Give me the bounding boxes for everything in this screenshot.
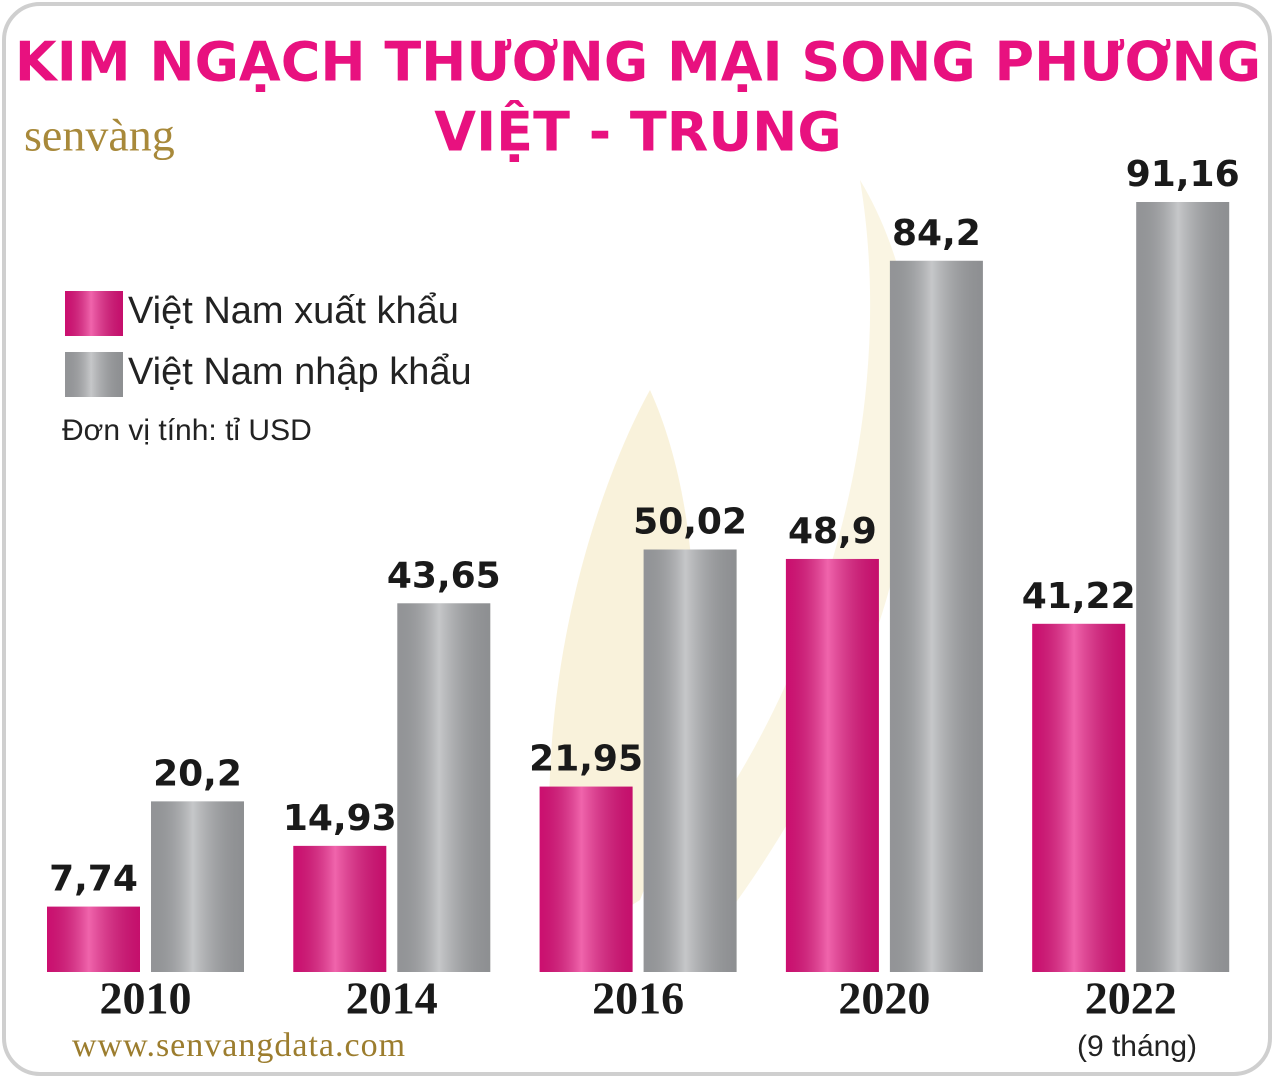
value-label: 84,2 [892, 213, 981, 254]
bar-shine [47, 906, 140, 972]
bar-shine [1136, 202, 1230, 972]
chart-subtitle: VIỆT - TRUNG [434, 101, 841, 164]
value-label: 41,22 [1022, 576, 1136, 617]
bar-shine [397, 603, 491, 972]
bar-shine [889, 260, 983, 972]
value-label: 20,2 [153, 753, 242, 794]
value-label: 50,02 [633, 501, 747, 542]
bar-shine [643, 549, 737, 972]
value-label: 91,16 [1126, 154, 1240, 195]
bar-shine [151, 801, 244, 972]
category-note: (9 tháng) [1077, 1030, 1197, 1063]
value-label: 14,93 [283, 798, 397, 839]
legend-swatch-shine [65, 352, 123, 397]
x-tick-label: 2016 [592, 973, 684, 1024]
bar-shine [293, 845, 387, 972]
logo: senvàng [24, 110, 175, 161]
legend-label: Việt Nam xuất khẩu [128, 290, 459, 332]
value-label: 48,9 [788, 511, 877, 552]
legend-swatch-shine [65, 291, 123, 336]
unit-note: Đơn vị tính: tỉ USD [62, 414, 312, 447]
x-tick-label: 2014 [346, 973, 438, 1024]
bar-shine [539, 786, 633, 972]
legend-label: Việt Nam nhập khẩu [128, 351, 472, 393]
bar-shine [1032, 623, 1126, 972]
bar-shine [785, 558, 879, 972]
value-label: 43,65 [387, 555, 501, 596]
footer: www.senvangdata.com [72, 1027, 406, 1064]
value-label: 21,95 [529, 739, 643, 780]
x-tick-label: 2010 [100, 973, 192, 1024]
value-label: 7,74 [49, 859, 138, 900]
chart-title: KIM NGẠCH THƯƠNG MẠI SONG PHƯƠNG [15, 31, 1261, 94]
x-tick-label: 2020 [838, 973, 930, 1024]
x-tick-label: 2022 [1085, 973, 1177, 1024]
